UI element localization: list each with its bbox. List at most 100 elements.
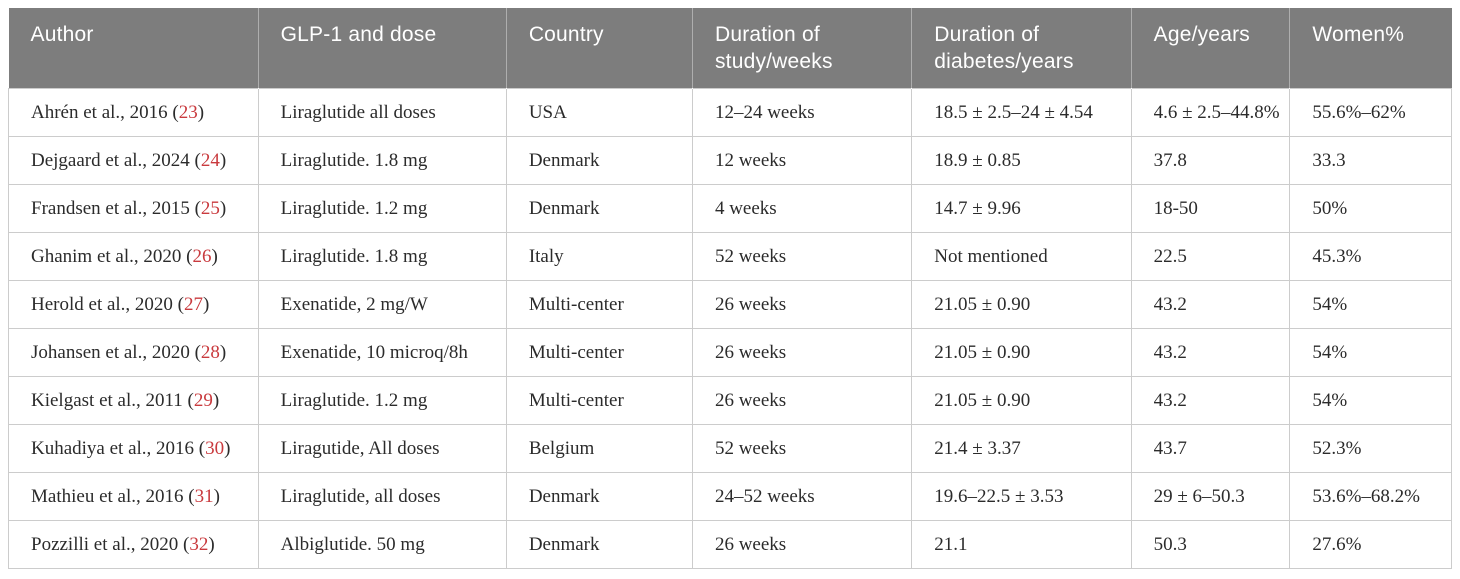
duration-study-cell: 24–52 weeks [691,471,913,521]
author-text-close: ) [219,342,227,363]
author-text: Johansen et al., 2020 ( [31,342,201,363]
duration-diabetes-cell: 14.7 ± 9.96 [911,183,1132,233]
citation-ref-link[interactable]: 30 [205,438,225,459]
citation-ref-link[interactable]: 25 [200,198,220,219]
citation-ref-link[interactable]: 29 [193,390,213,411]
citation-ref-link[interactable]: 23 [178,102,198,123]
women-percent-cell: 54% [1289,279,1452,329]
duration-study-cell: 26 weeks [691,279,913,329]
age-cell: 43.2 [1130,279,1291,329]
glp-dose-cell: Exenatide, 10 microq/8h [257,327,507,377]
author-text-close: ) [219,150,227,171]
age-cell: 37.8 [1130,135,1291,185]
glp-dose-cell: Albiglutide. 50 mg [257,519,507,569]
table-row: Ghanim et al., 2020 (26) Liraglutide. 1.8… [8,231,1452,281]
country-cell: Denmark [505,471,693,521]
author-text-close: ) [211,246,218,267]
author-cell: Pozzilli et al., 2020 (32) [8,519,259,569]
women-percent-cell: 45.3% [1289,231,1452,281]
country-cell: Multi-center [505,375,693,425]
citation-ref-link[interactable]: 27 [184,294,204,315]
women-percent-cell: 52.3% [1289,423,1452,473]
country-cell: USA [505,87,693,137]
author-text: Ahrén et al., 2016 ( [31,102,179,123]
author-cell: Mathieu et al., 2016 (31) [8,471,259,521]
author-text-close: ) [219,198,227,219]
author-cell: Kuhadiya et al., 2016 (30) [8,423,259,473]
women-percent-cell: 53.6%–68.2% [1289,471,1452,521]
author-text-close: ) [224,438,231,459]
country-cell: Belgium [505,423,693,473]
duration-diabetes-cell: 19.6–22.5 ± 3.53 [911,471,1132,521]
col-header-age-years: Age/years [1130,8,1290,88]
age-cell: 43.2 [1130,375,1291,425]
citation-ref-link[interactable]: 28 [200,342,220,363]
citation-ref-link[interactable]: 26 [192,246,212,267]
women-percent-cell: 27.6% [1289,519,1452,569]
country-cell: Denmark [505,183,693,233]
glp-dose-cell: Liraglutide. 1.8 mg [257,231,507,281]
women-percent-cell: 33.3 [1289,135,1452,185]
col-header-women-percent: Women% [1289,8,1452,88]
age-cell: 22.5 [1130,231,1291,281]
author-cell: Johansen et al., 2020 (28) [8,327,259,377]
table-body: Ahrén et al., 2016 (23) Liraglutide all d… [8,87,1452,569]
table-row: Mathieu et al., 2016 (31) Liraglutide, al… [8,471,1452,521]
author-text-close: ) [212,390,220,411]
duration-diabetes-cell: 21.05 ± 0.90 [911,375,1132,425]
women-percent-cell: 55.6%–62% [1289,87,1452,137]
country-cell: Multi-center [505,327,693,377]
duration-study-cell: 26 weeks [691,375,913,425]
author-cell: Ghanim et al., 2020 (26) [8,231,259,281]
col-header-duration-diabetes: Duration of diabetes/years [911,8,1132,88]
glp-dose-cell: Liraglutide. 1.2 mg [257,183,507,233]
age-cell: 43.2 [1130,327,1291,377]
glp-dose-cell: Exenatide, 2 mg/W [257,279,507,329]
glp-dose-cell: Liraglutide. 1.2 mg [257,375,507,425]
table-row: Kielgast et al., 2011 (29) Liraglutide. 1… [8,375,1452,425]
table-row: Johansen et al., 2020 (28) Exenatide, 10 … [8,327,1452,377]
author-text: Kuhadiya et al., 2016 ( [31,438,206,459]
country-cell: Italy [505,231,693,281]
duration-study-cell: 26 weeks [691,327,913,377]
author-text-close: ) [208,534,215,555]
women-percent-cell: 54% [1289,327,1452,377]
age-cell: 50.3 [1130,519,1291,569]
women-percent-cell: 50% [1289,183,1452,233]
duration-diabetes-cell: 21.05 ± 0.90 [911,327,1132,377]
duration-diabetes-cell: 18.5 ± 2.5–24 ± 4.54 [911,87,1132,137]
author-text: Mathieu et al., 2016 ( [31,486,195,507]
duration-study-cell: 52 weeks [691,423,913,473]
country-cell: Denmark [505,135,693,185]
duration-diabetes-cell: 18.9 ± 0.85 [911,135,1132,185]
col-header-duration-study: Duration of study/weeks [691,8,912,88]
author-text: Dejgaard et al., 2024 ( [31,150,201,171]
duration-study-cell: 52 weeks [691,231,913,281]
author-cell: Ahrén et al., 2016 (23) [8,87,259,137]
citation-ref-link[interactable]: 32 [189,534,209,555]
duration-diabetes-cell: 21.4 ± 3.37 [911,423,1132,473]
duration-study-cell: 4 weeks [691,183,913,233]
author-cell: Frandsen et al., 2015 (25) [8,183,259,233]
author-text-close: ) [213,486,220,507]
table-row: Frandsen et al., 2015 (25) Liraglutide. 1… [8,183,1452,233]
col-header-author: Author [8,8,259,88]
header-row: Author GLP-1 and dose Country Duration o… [8,8,1452,88]
duration-study-cell: 26 weeks [691,519,913,569]
country-cell: Denmark [505,519,693,569]
duration-diabetes-cell: 21.05 ± 0.90 [911,279,1132,329]
duration-study-cell: 12–24 weeks [691,87,913,137]
citation-ref-link[interactable]: 31 [194,486,214,507]
author-text: Frandsen et al., 2015 ( [31,198,201,219]
table-row: Herold et al., 2020 (27) Exenatide, 2 mg/… [8,279,1452,329]
age-cell: 18-50 [1130,183,1291,233]
table-header: Author GLP-1 and dose Country Duration o… [8,8,1452,88]
citation-ref-link[interactable]: 24 [200,150,220,171]
glp-dose-cell: Liraglutide. 1.8 mg [257,135,507,185]
duration-diabetes-cell: Not mentioned [911,231,1132,281]
author-text: Kielgast et al., 2011 ( [31,390,194,411]
table-row: Kuhadiya et al., 2016 (30) Liragutide, Al… [8,423,1452,473]
table-row: Dejgaard et al., 2024 (24) Liraglutide. 1… [8,135,1452,185]
glp-dose-cell: Liraglutide all doses [257,87,507,137]
